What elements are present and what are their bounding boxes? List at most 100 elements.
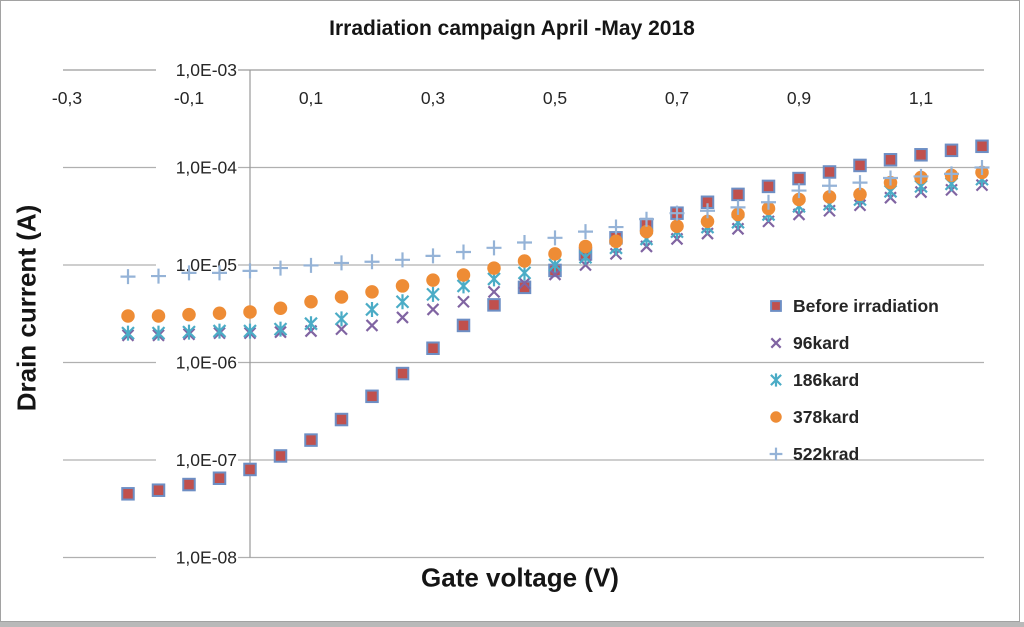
y-tick-label-bg — [156, 548, 238, 567]
x-tick-label: 0,1 — [299, 88, 323, 108]
data-point-marker — [121, 487, 135, 501]
data-point-marker — [426, 286, 440, 302]
y-tick-label-bg — [156, 353, 238, 372]
data-point-marker — [273, 449, 288, 463]
data-point-marker — [212, 323, 227, 339]
legend-marker-x — [770, 337, 782, 349]
legend-label: Before irradiation — [793, 296, 939, 316]
data-point-marker — [426, 303, 440, 316]
data-point-marker — [335, 322, 348, 336]
data-point-marker — [273, 260, 288, 276]
data-point-marker — [822, 165, 837, 179]
data-point-marker — [486, 240, 502, 256]
data-point-marker — [487, 261, 501, 275]
data-point-marker — [608, 219, 624, 235]
y-tick-label-bg — [156, 60, 238, 80]
data-point-marker — [456, 318, 471, 333]
data-point-marker — [914, 148, 928, 162]
data-point-marker — [182, 477, 196, 492]
data-point-marker — [852, 175, 868, 191]
data-point-marker — [761, 194, 776, 210]
data-point-marker — [700, 214, 715, 229]
data-point-marker — [304, 433, 318, 447]
data-point-marker — [243, 323, 257, 339]
legend-label: 186kard — [793, 370, 859, 390]
data-point-marker — [700, 203, 715, 219]
data-point-marker — [578, 239, 593, 254]
data-point-marker — [609, 234, 623, 249]
legend-marker-asterisk — [770, 373, 782, 387]
data-point-marker — [242, 263, 258, 279]
data-point-marker — [120, 269, 136, 285]
y-tick-label: 1,0E-03 — [176, 60, 237, 80]
data-point-marker — [792, 171, 806, 186]
legend-label: 378kard — [793, 407, 859, 427]
data-point-marker — [517, 265, 532, 281]
data-point-marker — [975, 139, 989, 154]
data-point-marker — [151, 325, 166, 341]
x-tick-label: 1,1 — [909, 88, 933, 108]
window-edge — [0, 622, 1024, 627]
data-point-marker — [243, 462, 257, 477]
data-point-marker — [883, 153, 898, 167]
data-point-marker — [822, 190, 837, 204]
legend-marker-circle — [770, 411, 782, 423]
data-point-marker — [425, 248, 441, 264]
data-point-marker — [273, 301, 288, 316]
data-point-marker — [395, 252, 410, 268]
data-point-marker — [913, 168, 929, 184]
data-point-marker — [547, 230, 563, 246]
data-point-marker — [395, 294, 410, 310]
data-point-marker — [761, 179, 776, 194]
data-point-marker — [303, 257, 319, 273]
data-point-marker — [974, 160, 990, 175]
data-point-marker — [334, 255, 349, 271]
x-axis-title: Gate voltage (V) — [421, 562, 619, 593]
data-point-marker — [365, 301, 379, 317]
data-point-marker — [365, 285, 379, 299]
x-tick-label: -0,3 — [52, 88, 82, 108]
data-point-marker — [304, 294, 318, 309]
data-point-marker — [487, 285, 501, 299]
data-point-marker — [182, 307, 196, 322]
x-tick-label: 0,3 — [421, 88, 445, 108]
data-point-marker — [822, 178, 837, 194]
y-tick-label: 1,0E-05 — [176, 255, 237, 275]
data-point-marker — [212, 306, 227, 320]
y-axis-title: Drain current (A) — [11, 204, 42, 412]
x-tick-label: 0,9 — [787, 88, 811, 108]
data-point-marker — [853, 187, 867, 202]
data-point-marker — [212, 265, 227, 281]
data-point-marker — [151, 483, 166, 497]
data-point-marker — [548, 268, 562, 281]
x-tick-label: 0,7 — [665, 88, 689, 108]
data-point-marker — [243, 305, 257, 319]
legend-label: 96kard — [793, 333, 849, 353]
legend-label: 522krad — [793, 444, 859, 464]
data-point-marker — [121, 325, 135, 341]
data-point-marker — [273, 321, 288, 337]
data-point-marker — [457, 295, 470, 309]
y-tick-label-bg — [156, 255, 238, 275]
data-point-marker — [456, 244, 471, 260]
data-point-marker — [334, 290, 349, 304]
y-tick-label-bg — [156, 450, 238, 470]
data-point-marker — [730, 199, 746, 215]
data-point-marker — [731, 187, 745, 202]
data-point-marker — [548, 247, 562, 261]
data-point-marker — [517, 254, 532, 268]
data-point-marker — [365, 319, 379, 332]
data-point-marker — [334, 412, 349, 427]
chart-title: Irradiation campaign April -May 2018 — [329, 17, 695, 40]
data-point-marker — [121, 309, 135, 323]
data-point-marker — [426, 341, 440, 356]
y-tick-label: 1,0E-06 — [176, 353, 237, 373]
x-tick-label: 0,5 — [543, 88, 567, 108]
data-point-marker — [944, 166, 959, 182]
data-point-marker — [578, 224, 593, 240]
data-point-marker — [396, 311, 409, 324]
data-point-marker — [182, 324, 196, 340]
